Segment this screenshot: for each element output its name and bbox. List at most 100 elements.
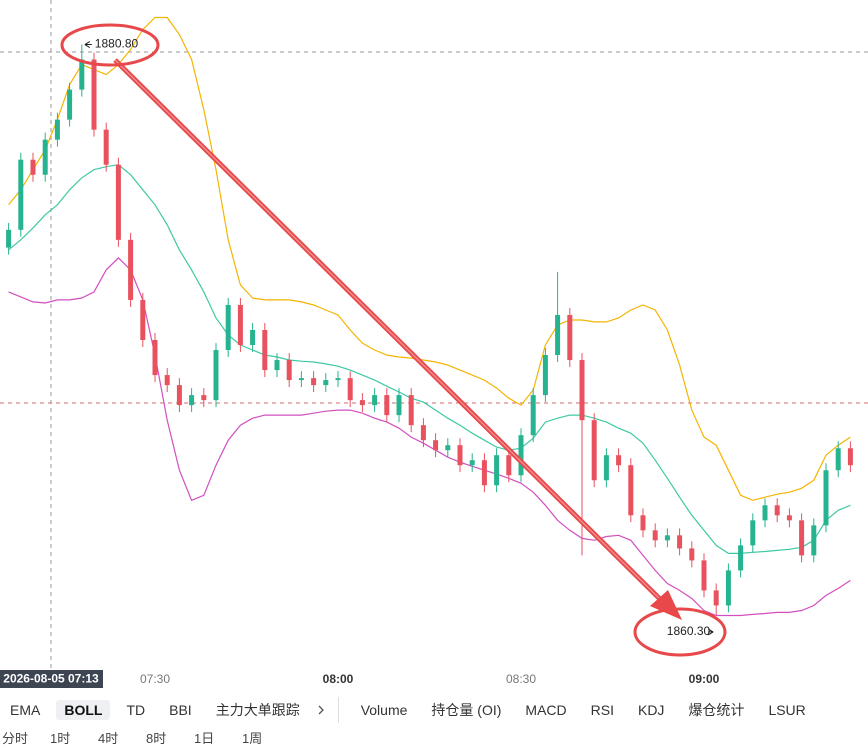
crosshair-label-bg (0, 670, 103, 688)
period[interactable]: 8时 (146, 730, 167, 746)
tab[interactable]: KDJ (637, 702, 665, 718)
candle-body (591, 420, 597, 481)
candle-body (640, 515, 646, 531)
candle-body (481, 460, 487, 486)
candle-body (115, 164, 121, 240)
tab[interactable]: 爆仓统计 (688, 702, 745, 718)
tab[interactable]: TD (126, 702, 146, 718)
candle-body (579, 360, 585, 421)
candle-body (396, 395, 402, 416)
candle-body (189, 395, 195, 406)
candle-body (42, 139, 48, 175)
chart: 2026-08-05 07:13 07:30 08:00 08:30 09:00 188… (0, 0, 868, 688)
candle-body (506, 455, 512, 476)
candle-body (201, 395, 207, 401)
candle-body (750, 520, 756, 546)
candle-body (152, 340, 158, 376)
candle-body (420, 425, 426, 441)
candle-body (445, 445, 451, 451)
period[interactable]: 4时 (98, 730, 119, 746)
candle-body (91, 59, 97, 130)
crosshair-label: 2026-08-05 07:13 (3, 672, 99, 686)
tab[interactable]: MACD (525, 702, 567, 718)
x-tick-label: 08:30 (506, 672, 536, 686)
annotation-arrowhead (650, 590, 682, 620)
candle-body (262, 329, 268, 371)
candle-body (530, 395, 536, 436)
candle-body (225, 304, 231, 351)
candle-body (689, 548, 695, 561)
candle-body (786, 515, 792, 521)
candle-body (762, 505, 768, 521)
annotation-circle (60, 23, 160, 67)
x-tick-label: 09:00 (689, 672, 720, 686)
x-tick-label: 07:30 (140, 672, 170, 686)
x-tick-label: 08:00 (323, 672, 354, 686)
period[interactable]: 1日 (194, 730, 215, 746)
candle-body (408, 395, 414, 426)
candle-body (30, 159, 36, 175)
candle-body (494, 455, 500, 486)
candle-body (567, 314, 573, 361)
annotation-circle (633, 607, 727, 657)
candle-body (847, 448, 853, 466)
plot-area (6, 16, 853, 617)
candle-body (6, 229, 12, 248)
more-chevron[interactable] (316, 704, 326, 716)
annotation-pointer (84, 41, 92, 48)
candle-body (823, 470, 829, 526)
band-line (8, 164, 851, 554)
candle-body (725, 570, 731, 606)
period-tabs: 分时 1时 4时 8时 1日 1周 (0, 728, 868, 746)
period[interactable]: 分时 (2, 730, 29, 746)
candle-body (603, 455, 609, 481)
candle-body (128, 239, 134, 300)
tab[interactable]: BOLL (56, 700, 111, 720)
candle-body (652, 530, 658, 541)
tab[interactable]: RSI (590, 702, 614, 718)
annotation-pointer (707, 628, 714, 636)
candle-body (811, 525, 817, 556)
candle-body (298, 378, 304, 381)
candle-body (54, 119, 60, 140)
candle-body (67, 89, 73, 120)
period[interactable]: 1周 (242, 730, 263, 746)
candle-body (213, 350, 219, 401)
candle-body (384, 395, 390, 416)
band-line (8, 16, 851, 501)
candle-body (359, 400, 365, 406)
candle-body (701, 560, 707, 591)
tab[interactable]: 持仓量 (OI) (431, 702, 502, 718)
candle-body (433, 440, 439, 451)
candle-body (738, 545, 744, 571)
candle-body (250, 329, 256, 346)
candle-body (103, 129, 109, 165)
candle-body (713, 590, 719, 606)
tab[interactable]: BBI (169, 702, 192, 718)
period[interactable]: 1时 (50, 730, 71, 746)
candle-body (542, 355, 548, 396)
candle-body (677, 535, 683, 549)
candle-body (164, 375, 170, 386)
tab[interactable]: Volume (360, 702, 408, 718)
candle-body (274, 360, 280, 371)
candle-body (18, 159, 24, 230)
candle-body (286, 360, 292, 381)
candle-body (457, 445, 463, 466)
candle-body (311, 378, 317, 386)
candle-body (237, 304, 243, 346)
candle-body (140, 299, 146, 341)
tab[interactable]: LSUR (768, 702, 806, 718)
candle-body (323, 380, 329, 386)
candle-body (469, 460, 475, 466)
candle-body (347, 378, 353, 401)
candle-body (518, 435, 524, 476)
candle-body (835, 448, 841, 471)
tab[interactable]: 主力大单跟踪 (215, 702, 300, 718)
candle-body (555, 314, 561, 356)
candle-body (628, 465, 634, 516)
tab[interactable]: EMA (10, 702, 41, 718)
candle-body (664, 535, 670, 541)
annotation-label: 1880.80 (95, 37, 139, 51)
